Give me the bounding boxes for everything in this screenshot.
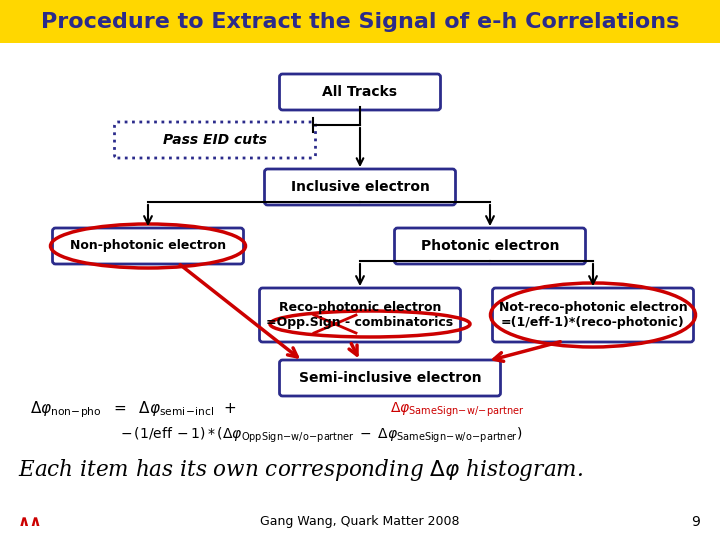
- Text: 9: 9: [691, 515, 700, 529]
- Text: Reco-photonic electron
=Opp.Sign - combinatorics: Reco-photonic electron =Opp.Sign - combi…: [266, 301, 454, 329]
- FancyBboxPatch shape: [114, 122, 315, 158]
- FancyBboxPatch shape: [259, 288, 461, 342]
- Text: Semi-inclusive electron: Semi-inclusive electron: [299, 371, 481, 385]
- Text: ∧∧: ∧∧: [18, 515, 42, 530]
- Text: $\Delta\varphi_{\mathsf{non\!-\!pho}}$  $=$  $\Delta\varphi_{\mathsf{semi\!-\!in: $\Delta\varphi_{\mathsf{non\!-\!pho}}$ $…: [30, 400, 243, 420]
- Text: Photonic electron: Photonic electron: [420, 239, 559, 253]
- FancyBboxPatch shape: [279, 74, 441, 110]
- FancyBboxPatch shape: [492, 288, 693, 342]
- Text: Not-reco-photonic electron
=(1/eff-1)*(reco-photonic): Not-reco-photonic electron =(1/eff-1)*(r…: [499, 301, 688, 329]
- Text: Pass EID cuts: Pass EID cuts: [163, 133, 267, 147]
- Text: $-\,(1/\mathsf{eff}\,-1)*(\Delta\varphi_{\mathsf{OppSign\!-\!w/o\!-\!partner}}$$: $-\,(1/\mathsf{eff}\,-1)*(\Delta\varphi_…: [120, 426, 523, 444]
- FancyBboxPatch shape: [279, 360, 500, 396]
- Text: Gang Wang, Quark Matter 2008: Gang Wang, Quark Matter 2008: [260, 516, 460, 529]
- Text: Each item has its own corresponding $\Delta\varphi$ histogram.: Each item has its own corresponding $\De…: [18, 457, 583, 483]
- Text: Inclusive electron: Inclusive electron: [291, 180, 429, 194]
- Text: Non-photonic electron: Non-photonic electron: [70, 240, 226, 253]
- Text: $\Delta\varphi_{\mathsf{SameSign\!-\!w/\!-\!partner}}$: $\Delta\varphi_{\mathsf{SameSign\!-\!w/\…: [390, 401, 524, 419]
- Text: Procedure to Extract the Signal of e-h Correlations: Procedure to Extract the Signal of e-h C…: [41, 12, 679, 32]
- FancyBboxPatch shape: [264, 169, 456, 205]
- FancyBboxPatch shape: [53, 228, 243, 264]
- Bar: [0, 0, 720, 43]
- FancyBboxPatch shape: [395, 228, 585, 264]
- Text: All Tracks: All Tracks: [323, 85, 397, 99]
